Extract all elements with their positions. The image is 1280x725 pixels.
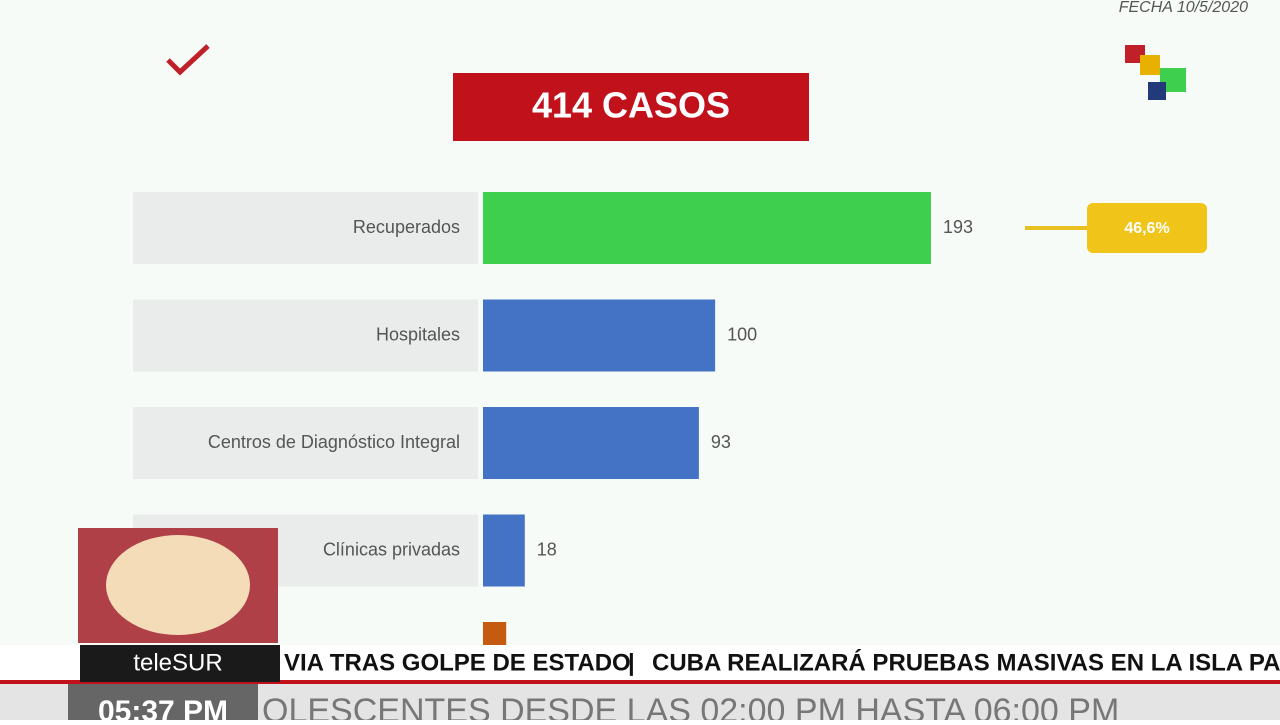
category-label: Recuperados — [353, 217, 460, 237]
category-box — [133, 299, 478, 372]
bar — [483, 407, 699, 479]
bar — [483, 514, 525, 587]
annotation: 46,6% — [1124, 220, 1169, 237]
title-box — [453, 73, 809, 141]
date: FECHA 10/5/2020 — [1119, 0, 1248, 16]
logo — [166, 44, 210, 76]
time: 05:37 PM — [98, 695, 228, 720]
video-inset — [78, 528, 278, 643]
brand: teleSUR — [133, 649, 222, 676]
brand-box — [80, 645, 280, 682]
category-box — [133, 192, 478, 264]
value-label: 93 — [711, 432, 731, 452]
bar — [483, 192, 931, 264]
category-label: Centros de Diagnóstico Integral — [208, 432, 460, 452]
headline: VIA TRAS GOLPE DE ESTADO — [284, 649, 631, 676]
time-box — [68, 684, 258, 720]
crawl: OLESCENTES DESDE LAS 02:00 PM HASTA 06:0… — [262, 692, 1119, 720]
category-label: Clínicas privadas — [323, 539, 460, 559]
separator: | — [628, 649, 635, 676]
bar-chart: Recuperados 193 Hospitales 100 Centros de Di… — [133, 192, 973, 694]
value-label: 18 — [537, 539, 557, 559]
chart-title: 414 CASOS — [532, 85, 730, 126]
telesur-logo — [1125, 45, 1186, 100]
headline: CUBA REALIZARÁ PRUEBAS MASIVAS EN LA ISL… — [652, 648, 1280, 676]
annotation-box — [1087, 203, 1207, 253]
category-box — [133, 407, 478, 479]
value-label: 193 — [943, 217, 973, 237]
ticker-rule — [0, 680, 1280, 684]
bar — [483, 299, 716, 372]
category-label: Hospitales — [376, 324, 460, 344]
value-label: 100 — [727, 324, 757, 344]
